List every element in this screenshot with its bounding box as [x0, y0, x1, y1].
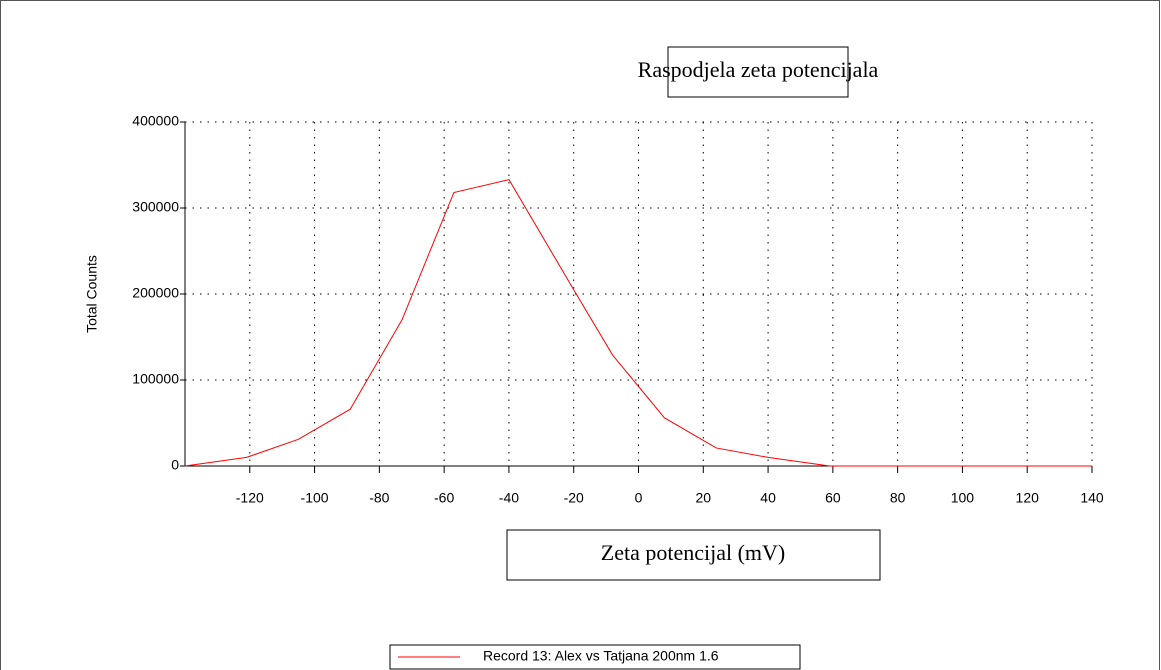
x-tick-label: 60: [825, 490, 841, 506]
x-tick-label: 120: [1016, 490, 1040, 506]
x-tick-label: 80: [890, 490, 906, 506]
y-tick-label: 400000: [132, 113, 179, 129]
x-tick-label: 20: [695, 490, 711, 506]
x-tick-label: -40: [499, 490, 519, 506]
chart-title: Raspodjela zeta potencijala: [638, 57, 879, 82]
y-tick-label: 200000: [132, 285, 179, 301]
y-tick-label: 300000: [132, 199, 179, 215]
x-axis-label: Zeta potencijal (mV): [601, 540, 785, 565]
y-tick-label: 0: [171, 457, 179, 473]
x-tick-label: 140: [1080, 490, 1104, 506]
x-tick-label: 40: [760, 490, 776, 506]
legend-label: Record 13: Alex vs Tatjana 200nm 1.6: [483, 648, 719, 664]
x-tick-label: -80: [369, 490, 389, 506]
data-line: [184, 179, 1092, 467]
x-tick-label: -120: [236, 490, 264, 506]
y-axis-label: Total Counts: [84, 255, 100, 333]
x-tick-label: -20: [564, 490, 584, 506]
x-tick-label: 100: [951, 490, 975, 506]
x-tick-label: -60: [434, 490, 454, 506]
title-box: [667, 46, 849, 98]
x-label-box: [506, 529, 881, 581]
x-tick-label: -100: [301, 490, 329, 506]
x-tick-label: 0: [635, 490, 643, 506]
y-tick-label: 100000: [132, 371, 179, 387]
